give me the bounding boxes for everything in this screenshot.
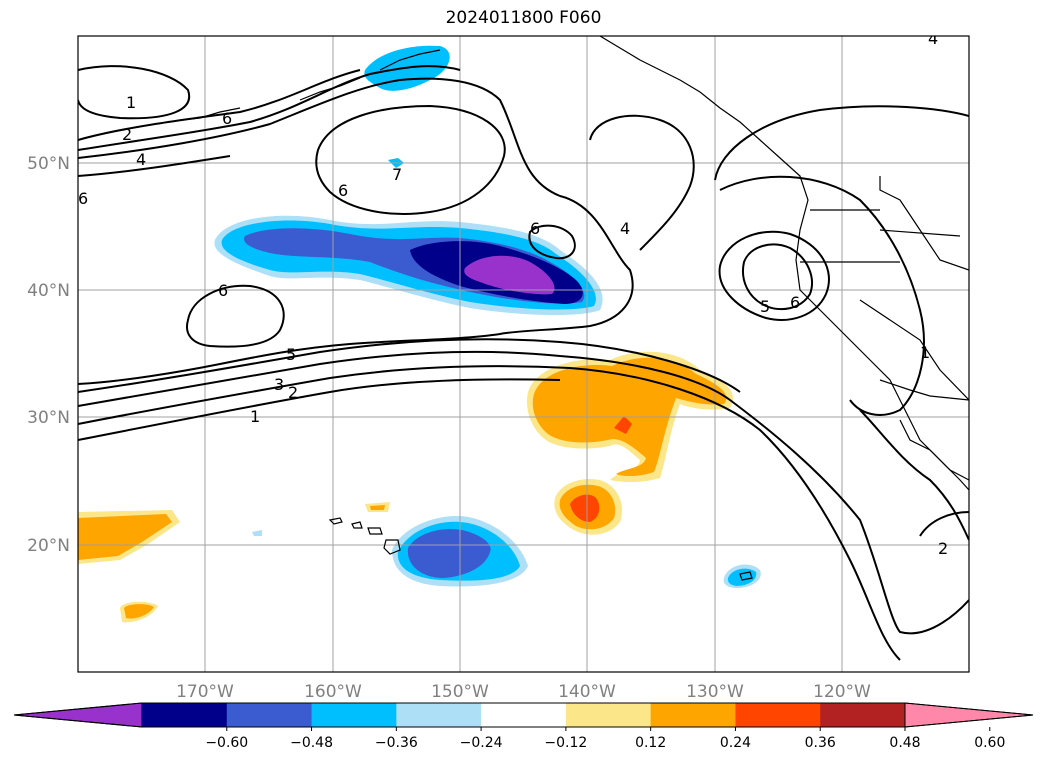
height-contours [78,65,969,661]
lat-label: 40°N [27,281,70,301]
contour-label: 3 [274,375,284,394]
colorbar-bin [226,703,313,727]
longitude-labels: 170°W 160°W 150°W 140°W 130°W 120°W [176,682,871,702]
map-title: 2024011800 F060 [445,8,602,28]
contour-label: 1 [250,407,260,426]
contour-labels: 1 2 4 6 7 6 6 4 6 5 6 5 3 2 1 1 2 6 4 [78,29,948,558]
colorbar-tick-label: −0.48 [290,735,333,751]
contour-label: 5 [286,345,296,364]
colorbar-bin [735,703,821,727]
colorbar-tick-label: 0.60 [974,735,1005,751]
colorbar-tick-label: −0.36 [375,735,418,751]
colorbar-tick-label: −0.12 [544,735,587,751]
colorbar-bin [142,703,228,727]
contour-label: 7 [392,165,402,184]
graticule [78,36,969,672]
map-plot-area: 1 2 4 6 7 6 6 4 6 5 6 5 3 2 1 1 2 6 4 [78,29,969,672]
negative-anomaly-shading [214,45,761,588]
lon-label: 150°W [431,682,489,702]
contour-label: 6 [530,219,540,238]
contour-label: 2 [122,125,132,144]
colorbar-tick-label: 0.24 [720,735,751,751]
positive-anomaly-shading [78,351,734,623]
lon-label: 170°W [176,682,234,702]
islands [328,517,753,581]
lon-label: 160°W [304,682,362,702]
map-frame [77,35,970,673]
contour-label: 6 [790,293,800,312]
lat-label: 20°N [27,536,70,556]
colorbar-outline [13,702,1034,728]
colorbar-tick-label: −0.24 [460,735,503,751]
lat-label: 30°N [27,408,70,428]
lat-label: 50°N [27,154,70,174]
colorbar-bin [650,703,736,727]
lon-label: 140°W [558,682,616,702]
contour-label: 6 [222,109,232,128]
colorbar-tick-label: 0.12 [635,735,666,751]
contour-label: 2 [288,383,298,402]
lon-label: 130°W [686,682,744,702]
colorbar-tick-label: 0.48 [889,735,920,751]
latitude-labels: 50°N 40°N 30°N 20°N [27,154,70,556]
contour-label: 6 [338,181,348,200]
colorbar-bin [481,703,567,727]
colorbar: −0.60 −0.48 −0.36 −0.24 −0.12 0.12 0.24 0.36 0.4… [13,702,1034,751]
contour-label: 5 [760,297,770,316]
colorbar-tick-label: −0.60 [205,735,248,751]
contour-label: 4 [928,29,938,48]
contour-label: 6 [78,189,88,208]
lon-label: 120°W [813,682,871,702]
contour-label: 4 [620,219,630,238]
colorbar-tick-label: 0.36 [805,735,836,751]
colorbar-bin [396,703,482,727]
contour-label: 2 [938,539,948,558]
colorbar-bin [820,703,906,727]
colorbar-extend-low [13,702,143,728]
colorbar-bin [311,703,397,727]
colorbar-bin [565,703,652,727]
contour-label: 6 [218,281,228,300]
contour-label: 4 [136,150,146,169]
colorbar-extend-high [904,702,1034,728]
contour-label: 1 [920,343,930,362]
contour-label: 1 [126,93,136,112]
